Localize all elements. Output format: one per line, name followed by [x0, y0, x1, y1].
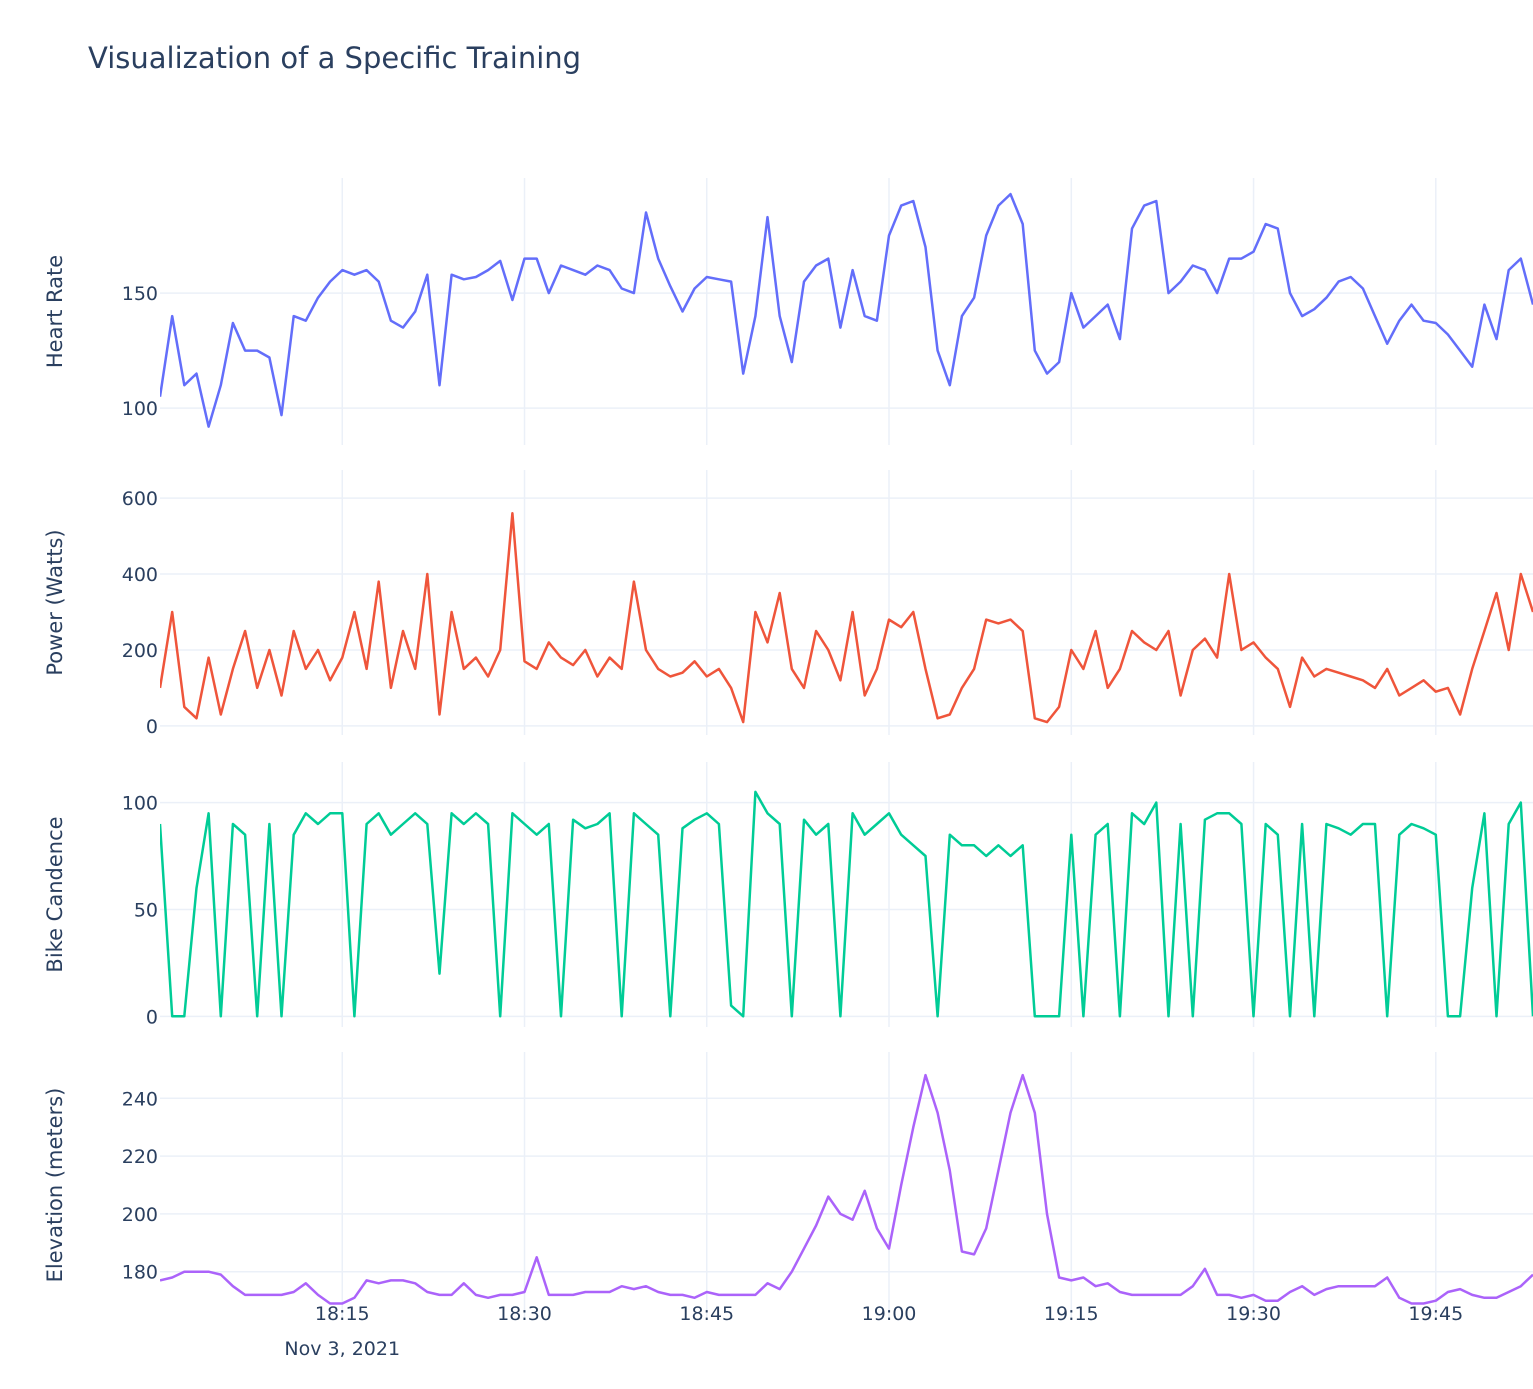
- y-axis-title: Heart Rate: [43, 255, 67, 368]
- figure-title: Visualization of a Specific Training: [88, 41, 581, 75]
- y-tick-label: 200: [122, 640, 158, 662]
- y-tick-label: 100: [122, 793, 158, 815]
- x-tick-label: 18:30: [497, 1303, 552, 1325]
- y-tick-label: 50: [134, 899, 158, 921]
- y-tick-label: 150: [122, 283, 158, 305]
- y-tick-label: 240: [122, 1088, 158, 1110]
- series-line: [160, 790, 1533, 1018]
- y-axis-title: Elevation (meters): [43, 1088, 67, 1283]
- x-tick-label: 18:15: [315, 1303, 370, 1325]
- y-axis-title: Bike Candence: [43, 816, 67, 972]
- x-tick-label: 19:00: [862, 1303, 917, 1325]
- y-tick-label: 180: [122, 1262, 158, 1284]
- x-tick-label: 19:45: [1408, 1303, 1463, 1325]
- x-tick-label: 19:30: [1226, 1303, 1281, 1325]
- y-tick-label: 220: [122, 1146, 158, 1168]
- y-tick-label: 200: [122, 1204, 158, 1226]
- y-axis-title: Power (Watts): [43, 529, 67, 675]
- y-tick-label: 400: [122, 564, 158, 586]
- x-tick-label: 19:15: [1044, 1303, 1099, 1325]
- x-tick-sublabel: Nov 3, 2021: [284, 1338, 400, 1360]
- series-line: [160, 192, 1533, 428]
- series-line: [160, 512, 1533, 724]
- y-tick-label: 0: [146, 1006, 158, 1028]
- y-tick-label: 600: [122, 488, 158, 510]
- y-tick-label: 0: [146, 716, 158, 738]
- series-line: [160, 1073, 1533, 1305]
- y-tick-label: 100: [122, 398, 158, 420]
- x-tick-label: 18:45: [679, 1303, 734, 1325]
